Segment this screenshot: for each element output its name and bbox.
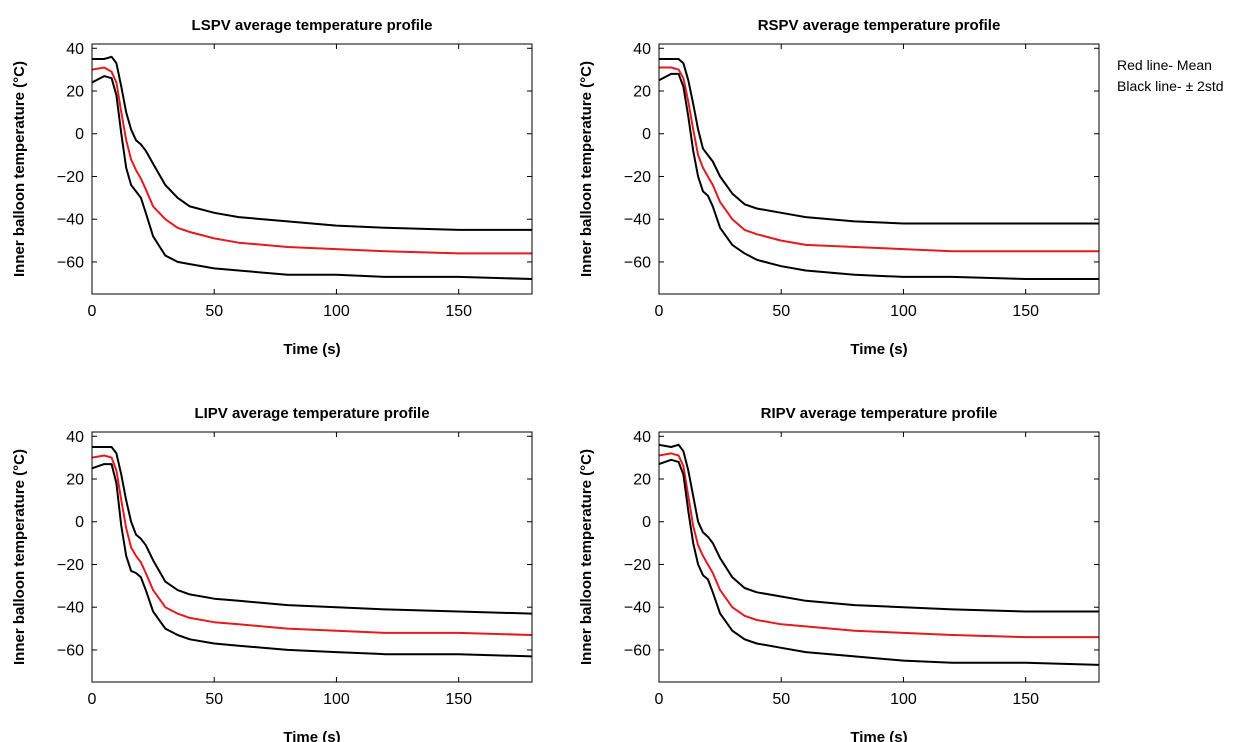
y-tick-label: 20 — [633, 84, 651, 101]
x-tick-label: 50 — [772, 691, 790, 708]
x-tick-label: 150 — [445, 691, 472, 708]
x-tick-label: 50 — [205, 691, 223, 708]
panel-title: RSPV average temperature profile — [758, 17, 1001, 34]
y-tick-label: −60 — [624, 254, 651, 271]
y-tick-label: 40 — [633, 429, 651, 446]
series-line-mean — [92, 66, 532, 255]
x-tick-label: 0 — [655, 303, 664, 320]
y-tick-label: 20 — [66, 472, 84, 489]
y-tick-label: −20 — [57, 169, 84, 186]
x-axis-label: Time (s) — [283, 341, 340, 358]
series-line-lower — [659, 72, 1099, 280]
x-tick-label: 150 — [1012, 303, 1039, 320]
y-tick-label: 40 — [66, 41, 84, 58]
y-tick-label: −40 — [624, 212, 651, 229]
panel-title: LSPV average temperature profile — [192, 17, 433, 34]
y-tick-label: −60 — [57, 642, 84, 659]
panel-title: LIPV average temperature profile — [194, 405, 429, 422]
y-tick-label: 40 — [66, 429, 84, 446]
y-tick-label: 20 — [633, 472, 651, 489]
x-tick-label: 0 — [655, 691, 664, 708]
panel-1: LSPV average temperature profile Time (s)… — [11, 17, 533, 358]
x-tick-label: 150 — [445, 303, 472, 320]
panel-3: LIPV average temperature profile Time (s)… — [11, 405, 533, 742]
y-tick-label: −40 — [57, 600, 84, 617]
y-axis-label: Inner balloon temperature (°C) — [578, 61, 595, 277]
x-tick-label: 50 — [772, 303, 790, 320]
y-tick-label: 20 — [66, 84, 84, 101]
panel-4: RIPV average temperature profile Time (s)… — [578, 405, 1100, 742]
x-tick-label: 0 — [88, 303, 97, 320]
series-line-lower — [92, 463, 532, 658]
y-tick-label: −20 — [57, 557, 84, 574]
x-tick-label: 100 — [890, 303, 917, 320]
y-tick-label: 0 — [642, 514, 651, 531]
y-axis-label: Inner balloon temperature (°C) — [11, 449, 28, 665]
x-axis-label: Time (s) — [850, 729, 907, 742]
x-tick-label: 100 — [323, 691, 350, 708]
series-line-upper — [92, 446, 532, 615]
series-line-upper — [659, 443, 1099, 613]
x-tick-label: 0 — [88, 691, 97, 708]
y-tick-label: 0 — [75, 126, 84, 143]
x-tick-label: 100 — [323, 303, 350, 320]
plot-frame — [658, 431, 1100, 683]
series-line-mean — [659, 66, 1099, 253]
panel-2: RSPV average temperature profile Time (s)… — [578, 17, 1100, 358]
y-axis-label: Inner balloon temperature (°C) — [578, 449, 595, 665]
series-line-upper — [92, 55, 532, 231]
y-tick-label: −20 — [624, 557, 651, 574]
y-tick-label: 0 — [642, 126, 651, 143]
plot-frame — [91, 43, 533, 295]
y-tick-label: −40 — [57, 212, 84, 229]
legend-note: Red line- Mean Black line- ± 2std — [1117, 55, 1224, 97]
legend-mean-label: Red line- Mean — [1117, 57, 1212, 73]
series-line-lower — [659, 458, 1099, 666]
x-axis-label: Time (s) — [283, 729, 340, 742]
series-line-lower — [92, 75, 532, 280]
series-line-mean — [659, 452, 1099, 639]
panel-title: RIPV average temperature profile — [761, 405, 998, 422]
x-tick-label: 100 — [890, 691, 917, 708]
plot-frame — [658, 43, 1100, 295]
y-tick-label: −60 — [57, 254, 84, 271]
legend-std-label: Black line- ± 2std — [1117, 78, 1224, 94]
y-tick-label: −60 — [624, 642, 651, 659]
series-line-mean — [92, 454, 532, 636]
x-tick-label: 50 — [205, 303, 223, 320]
x-axis-label: Time (s) — [850, 341, 907, 358]
plot-frame — [91, 431, 533, 683]
y-axis-label: Inner balloon temperature (°C) — [11, 61, 28, 277]
series-line-upper — [659, 58, 1099, 225]
y-tick-label: 40 — [633, 41, 651, 58]
y-tick-label: −40 — [624, 600, 651, 617]
x-tick-label: 150 — [1012, 691, 1039, 708]
y-tick-label: 0 — [75, 514, 84, 531]
y-tick-label: −20 — [624, 169, 651, 186]
